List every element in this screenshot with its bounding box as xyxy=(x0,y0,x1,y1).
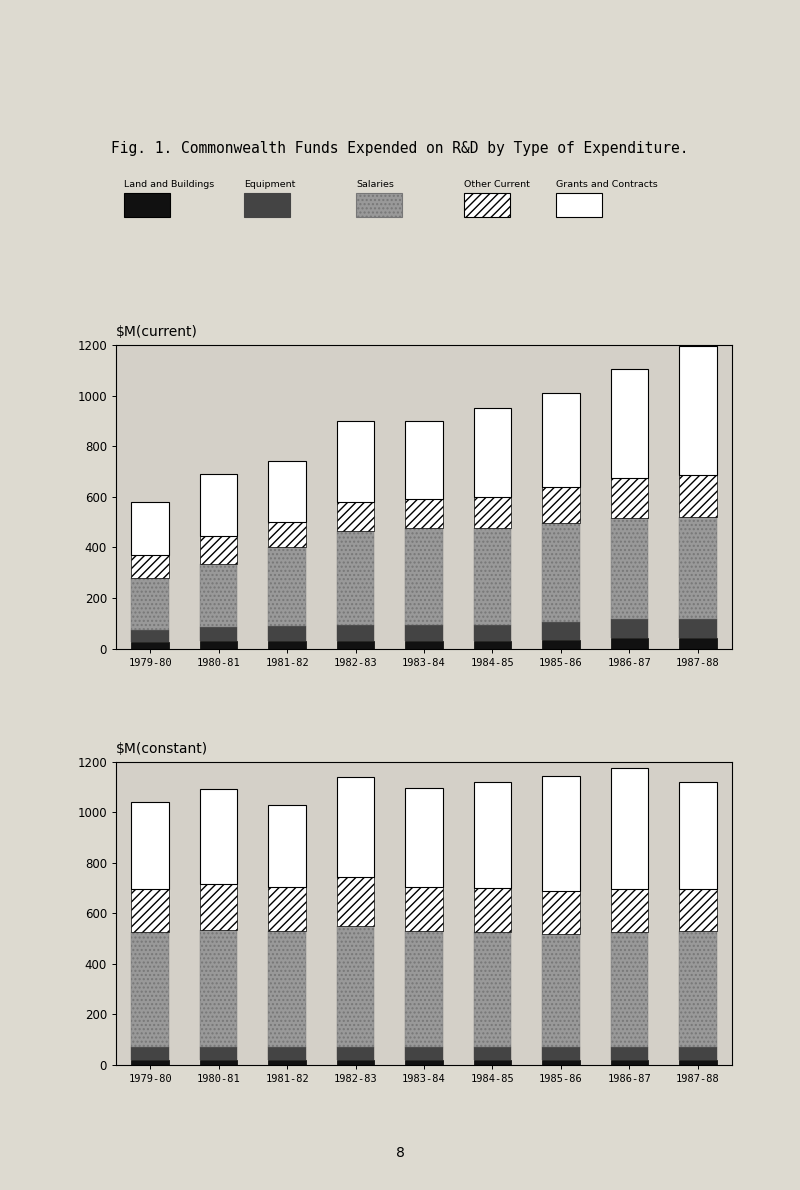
Text: Fig. 1. Commonwealth Funds Expended on R&D by Type of Expenditure.: Fig. 1. Commonwealth Funds Expended on R… xyxy=(111,142,689,156)
Bar xyxy=(405,625,443,641)
Bar xyxy=(337,502,374,531)
Bar xyxy=(610,889,648,932)
Bar xyxy=(610,768,648,889)
Bar xyxy=(131,630,169,643)
Bar xyxy=(131,1047,169,1060)
Bar xyxy=(268,522,306,547)
Text: Other Current: Other Current xyxy=(464,180,530,189)
Bar xyxy=(679,516,717,620)
Bar xyxy=(679,782,717,889)
Text: Grants and Contracts: Grants and Contracts xyxy=(556,180,658,189)
Bar xyxy=(542,393,580,487)
Bar xyxy=(610,519,648,620)
Bar xyxy=(405,500,443,528)
Bar xyxy=(200,627,238,641)
Text: Salaries: Salaries xyxy=(356,180,394,189)
Bar xyxy=(610,478,648,519)
Bar xyxy=(268,462,306,522)
Bar xyxy=(337,877,374,926)
Bar xyxy=(337,531,374,625)
Bar xyxy=(337,1060,374,1065)
Text: 8: 8 xyxy=(395,1146,405,1160)
Bar xyxy=(200,1047,238,1060)
Bar xyxy=(200,929,238,1047)
Bar xyxy=(200,536,238,564)
Bar xyxy=(679,475,717,516)
Bar xyxy=(542,524,580,622)
Bar xyxy=(610,620,648,638)
Bar xyxy=(405,421,443,500)
Bar xyxy=(542,1047,580,1060)
Text: $M(constant): $M(constant) xyxy=(116,741,208,756)
Bar xyxy=(200,884,238,929)
Bar xyxy=(405,788,443,887)
Bar xyxy=(405,528,443,625)
Bar xyxy=(610,1060,648,1065)
Bar xyxy=(131,643,169,649)
Bar xyxy=(200,564,238,627)
Bar xyxy=(337,777,374,877)
Bar xyxy=(542,933,580,1047)
Bar xyxy=(474,496,511,528)
Bar xyxy=(610,1047,648,1060)
Bar xyxy=(200,789,238,884)
Bar xyxy=(610,638,648,649)
Bar xyxy=(268,804,306,887)
Bar xyxy=(610,932,648,1047)
Bar xyxy=(131,889,169,932)
Bar xyxy=(474,932,511,1047)
Bar xyxy=(268,931,306,1047)
Bar xyxy=(542,622,580,640)
Bar xyxy=(542,1060,580,1065)
Bar xyxy=(679,1060,717,1065)
Bar xyxy=(679,346,717,475)
Bar xyxy=(474,528,511,625)
Bar xyxy=(200,641,238,649)
Bar xyxy=(679,638,717,649)
Bar xyxy=(474,1047,511,1060)
Bar xyxy=(131,502,169,555)
Bar xyxy=(474,782,511,888)
Bar xyxy=(268,547,306,626)
Bar xyxy=(131,802,169,889)
Bar xyxy=(542,640,580,649)
Bar xyxy=(268,1047,306,1060)
Bar xyxy=(131,932,169,1047)
Bar xyxy=(474,888,511,932)
Bar xyxy=(474,641,511,649)
Bar xyxy=(542,776,580,890)
Bar xyxy=(405,1060,443,1065)
Bar xyxy=(679,1047,717,1060)
Bar xyxy=(679,931,717,1047)
Bar xyxy=(474,1060,511,1065)
Bar xyxy=(679,889,717,931)
Bar xyxy=(405,641,443,649)
Bar xyxy=(337,625,374,641)
Bar xyxy=(474,408,511,497)
Bar xyxy=(131,1060,169,1065)
Bar xyxy=(131,555,169,577)
Bar xyxy=(474,625,511,641)
Bar xyxy=(405,1047,443,1060)
Bar xyxy=(131,577,169,630)
Bar xyxy=(542,487,580,524)
Bar xyxy=(337,926,374,1047)
Bar xyxy=(542,890,580,933)
Bar xyxy=(405,887,443,931)
Bar xyxy=(337,641,374,649)
Bar xyxy=(679,620,717,638)
Bar xyxy=(405,931,443,1047)
Text: Land and Buildings: Land and Buildings xyxy=(124,180,214,189)
Bar xyxy=(268,641,306,649)
Bar xyxy=(200,1060,238,1065)
Bar xyxy=(200,474,238,536)
Bar xyxy=(268,1060,306,1065)
Bar xyxy=(337,421,374,502)
Bar xyxy=(268,626,306,641)
Bar xyxy=(268,887,306,931)
Text: $M(current): $M(current) xyxy=(116,325,198,339)
Text: Equipment: Equipment xyxy=(244,180,295,189)
Bar xyxy=(610,369,648,478)
Bar xyxy=(337,1047,374,1060)
